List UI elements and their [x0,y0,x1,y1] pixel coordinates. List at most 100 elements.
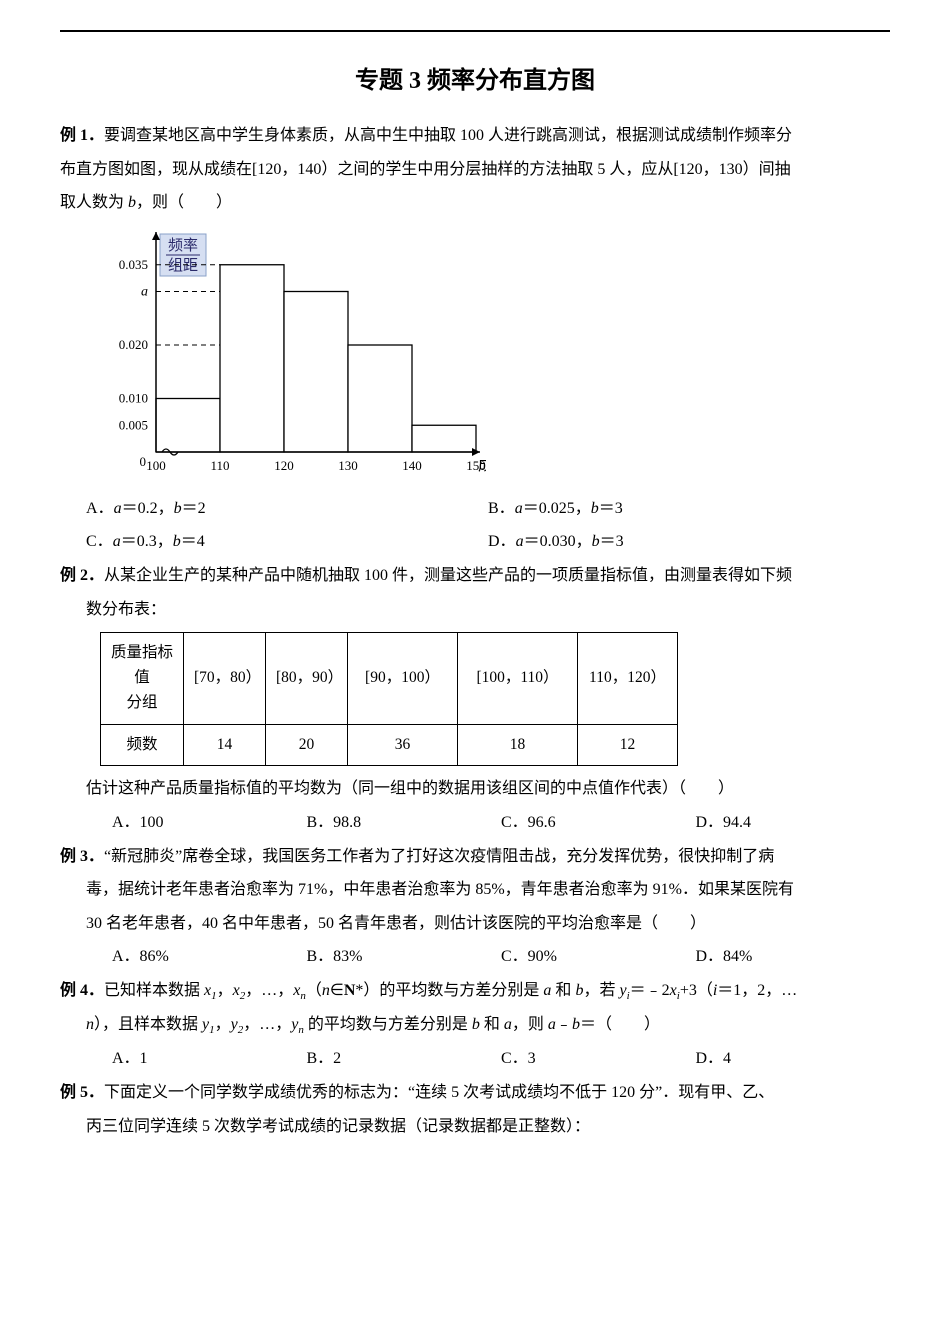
table-cell-2: 36 [348,724,458,766]
ex1-histogram: 频率组距0.0050.0100.0200.035a010011012013014… [86,226,890,486]
opt-a-m2: ＝2 [182,500,206,517]
ex4-option-d: D．4 [696,1042,891,1076]
ex4-x2: x [233,982,240,999]
svg-text:a: a [141,284,148,299]
svg-text:0.005: 0.005 [119,417,148,432]
ex2-option-d: D．94.4 [696,806,891,840]
ex1-option-d: D．a＝0.030，b＝3 [488,525,890,559]
ex1-var-b: b [128,194,136,211]
opt-a-m1: ＝0.2， [122,500,174,517]
ex1-line2: 布直方图如图，现从成绩在[120，140）之间的学生中用分层抽样的方法抽取 5 … [60,153,890,187]
svg-text:100: 100 [146,458,166,473]
ex2-frequency-table: 质量指标值分组[70，80）[80，90）[90，100）[100，110）11… [100,632,678,766]
ex4-c2: ，…， [245,982,293,999]
ex2-option-c: C．96.6 [501,806,696,840]
ex3-option-c: C．90% [501,940,696,974]
ex4-b2: b [472,1016,480,1033]
ex1-label: 例 1． [60,127,104,144]
ex1-option-a: A．a＝0.2，b＝2 [86,492,488,526]
ex4-Nset: N [344,982,356,999]
ex3-option-d: D．84% [696,940,891,974]
ex2-option-a: A．100 [112,806,307,840]
opt-c-b: b [173,533,181,550]
ex4-p12: ，则 [512,1016,548,1033]
ex2-label: 例 2． [60,567,104,584]
ex1-text-a: 要调查某地区高中学生身体素质，从高中生中抽取 100 人进行跳高测试，根据测试成… [104,127,792,144]
ex4-p14: ＝（ ） [580,1016,660,1033]
table-cell-0: 14 [184,724,266,766]
svg-text:组距: 组距 [168,257,198,274]
ex4-yc2: ，…， [243,1016,291,1033]
ex4-line2: n），且样本数据 y1，y2，…，yn 的平均数与方差分别是 b 和 a，则 a… [60,1008,890,1042]
svg-text:0.020: 0.020 [119,337,148,352]
opt-b-b: b [591,500,599,517]
opt-d-pre: D． [488,533,516,550]
table-col-4: 110，120） [578,633,678,724]
opt-a-a: a [114,500,122,517]
svg-text:0.010: 0.010 [119,390,148,405]
opt-b-a: a [515,500,523,517]
ex2-line2: 数分布表： [60,593,890,627]
ex4-p5: ＝﹣2 [630,982,670,999]
table-col-1: [80，90） [266,633,348,724]
opt-b-pre: B． [488,500,515,517]
ex3-line3: 30 名老年患者，40 名中年患者，50 名青年患者，则估计该医院的平均治愈率是… [60,907,890,941]
ex4-yi: y [619,982,626,999]
ex1-options-row1: A．a＝0.2，b＝2 B．a＝0.025，b＝3 [86,492,890,526]
ex4-p1: 已知样本数据 [104,982,204,999]
ex4-xi: x [670,982,677,999]
ex1-text-d: ，则（ ） [136,194,232,211]
ex5-text-a: 下面定义一个同学数学成绩优秀的标志为：“连续 5 次考试成绩均不低于 120 分… [104,1084,774,1101]
ex4-p3: 和 [551,982,575,999]
svg-text:0: 0 [140,454,147,469]
ex3-options: A．86% B．83% C．90% D．84% [86,940,890,974]
opt-a-pre: A． [86,500,114,517]
ex1-line1: 例 1．要调查某地区高中学生身体素质，从高中生中抽取 100 人进行跳高测试，根… [60,119,890,153]
table-header-label: 质量指标值分组 [101,633,184,724]
ex4-c1: ， [217,982,233,999]
ex3-line2: 毒，据统计老年患者治愈率为 71%，中年患者治愈率为 85%，青年患者治愈率为 … [60,873,890,907]
ex4-y2: y [231,1016,238,1033]
ex2-option-b: B．98.8 [307,806,502,840]
opt-c-m2: ＝4 [181,533,205,550]
ex2-line1: 例 2．从某企业生产的某种产品中随机抽取 100 件，测量这些产品的一项质量指标… [60,559,890,593]
table-cell-3: 18 [458,724,578,766]
table-col-0: [70，80） [184,633,266,724]
ex4-line1: 例 4．已知样本数据 x1，x2，…，xn（n∈N*）的平均数与方差分别是 a … [60,974,890,1008]
ex4-options: A．1 B．2 C．3 D．4 [86,1042,890,1076]
ex4-p6: +3（ [680,982,713,999]
ex4-label: 例 4． [60,982,104,999]
ex4-a3: a [548,1016,556,1033]
opt-c-a: a [113,533,121,550]
ex5-line2: 丙三位同学连续 5 次数学考试成绩的记录数据（记录数据都是正整数）： [60,1110,890,1144]
svg-text:120: 120 [274,458,294,473]
ex1-options-row2: C．a＝0.3，b＝4 D．a＝0.030，b＝3 [86,525,890,559]
ex4-p13: ﹣ [556,1016,572,1033]
opt-b-m2: ＝3 [599,500,623,517]
table-cell-1: 20 [266,724,348,766]
opt-d-b: b [592,533,600,550]
ex3-line1: 例 3．“新冠肺炎”席卷全球，我国医务工作者为了打好这次疫情阻击战，充分发挥优势… [60,840,890,874]
ex1-text-c: 取人数为 [60,194,128,211]
svg-text:0.035: 0.035 [119,257,148,272]
ex4-a2: a [504,1016,512,1033]
ex4-option-b: B．2 [307,1042,502,1076]
ex4-n: n [322,982,330,999]
svg-text:110: 110 [210,458,229,473]
svg-text:130: 130 [338,458,358,473]
opt-d-a: a [516,533,524,550]
opt-c-pre: C． [86,533,113,550]
page-title: 专题 3 频率分布直方图 [60,60,890,95]
opt-c-m1: ＝0.3， [121,533,173,550]
ex4-p9: ），且样本数据 [94,1016,202,1033]
ex3-text-a: “新冠肺炎”席卷全球，我国医务工作者为了打好这次疫情阻击战，充分发挥优势，很快抑… [104,848,774,865]
table-col-2: [90，100） [348,633,458,724]
svg-text:频率: 频率 [168,237,198,254]
ex1-line3: 取人数为 b，则（ ） [60,186,890,220]
ex4-option-c: C．3 [501,1042,696,1076]
ex3-option-a: A．86% [112,940,307,974]
ex4-option-a: A．1 [112,1042,307,1076]
ex2-options: A．100 B．98.8 C．96.6 D．94.4 [86,806,890,840]
ex4-p2: （ [306,982,322,999]
ex3-option-b: B．83% [307,940,502,974]
